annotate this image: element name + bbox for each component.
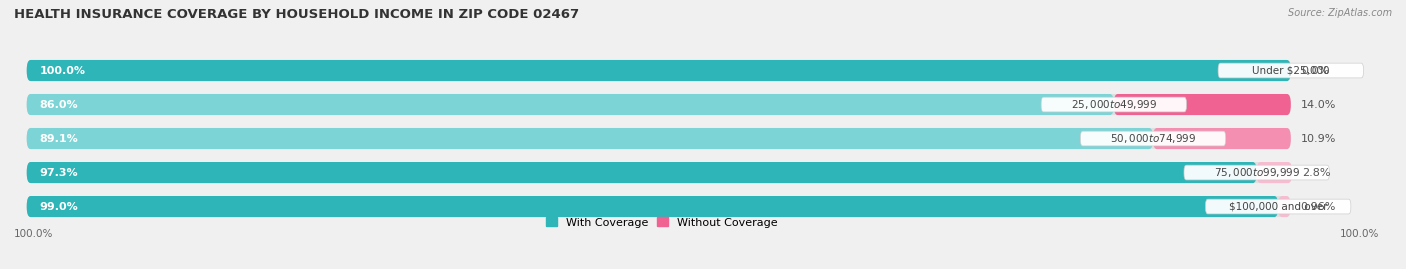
FancyBboxPatch shape [27, 128, 1153, 149]
FancyBboxPatch shape [1278, 196, 1291, 217]
Text: $50,000 to $74,999: $50,000 to $74,999 [1109, 132, 1197, 145]
Text: 97.3%: 97.3% [39, 168, 77, 178]
FancyBboxPatch shape [1153, 128, 1291, 149]
FancyBboxPatch shape [27, 196, 1291, 217]
FancyBboxPatch shape [1114, 94, 1291, 115]
Text: 89.1%: 89.1% [39, 133, 79, 144]
FancyBboxPatch shape [27, 128, 1291, 149]
Text: 10.9%: 10.9% [1301, 133, 1336, 144]
FancyBboxPatch shape [27, 60, 1291, 81]
Text: 86.0%: 86.0% [39, 100, 77, 109]
Text: 14.0%: 14.0% [1301, 100, 1336, 109]
Text: $25,000 to $49,999: $25,000 to $49,999 [1071, 98, 1157, 111]
Text: Under $25,000: Under $25,000 [1253, 66, 1330, 76]
FancyBboxPatch shape [1257, 162, 1292, 183]
FancyBboxPatch shape [1080, 131, 1226, 146]
Text: Source: ZipAtlas.com: Source: ZipAtlas.com [1288, 8, 1392, 18]
Text: 0.0%: 0.0% [1301, 66, 1329, 76]
Text: $100,000 and over: $100,000 and over [1229, 201, 1327, 211]
Text: $75,000 to $99,999: $75,000 to $99,999 [1213, 166, 1299, 179]
FancyBboxPatch shape [27, 94, 1291, 115]
FancyBboxPatch shape [1205, 199, 1351, 214]
FancyBboxPatch shape [27, 162, 1291, 183]
Text: 100.0%: 100.0% [14, 229, 53, 239]
FancyBboxPatch shape [27, 196, 1278, 217]
FancyBboxPatch shape [1218, 63, 1364, 78]
Text: HEALTH INSURANCE COVERAGE BY HOUSEHOLD INCOME IN ZIP CODE 02467: HEALTH INSURANCE COVERAGE BY HOUSEHOLD I… [14, 8, 579, 21]
Legend: With Coverage, Without Coverage: With Coverage, Without Coverage [541, 213, 782, 232]
Text: 99.0%: 99.0% [39, 201, 79, 211]
FancyBboxPatch shape [1042, 97, 1187, 112]
Text: 100.0%: 100.0% [39, 66, 86, 76]
Text: 100.0%: 100.0% [1340, 229, 1379, 239]
FancyBboxPatch shape [27, 162, 1257, 183]
FancyBboxPatch shape [1184, 165, 1329, 180]
FancyBboxPatch shape [27, 60, 1291, 81]
Text: 2.8%: 2.8% [1302, 168, 1330, 178]
Text: 0.96%: 0.96% [1301, 201, 1336, 211]
FancyBboxPatch shape [27, 94, 1114, 115]
